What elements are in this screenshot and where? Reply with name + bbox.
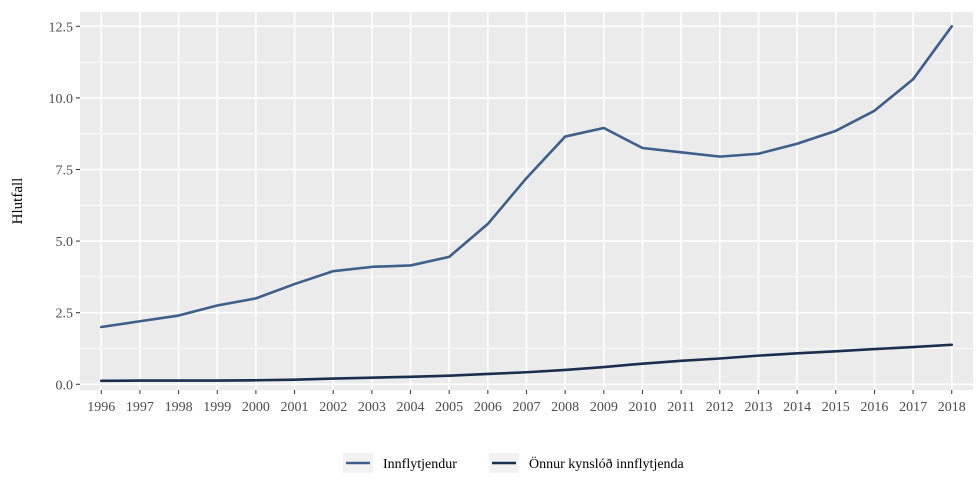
y-axis: 0.0 2.5 5.0 7.5 10.0 12.5 [49,20,80,393]
x-tick-label: 2006 [474,400,502,415]
x-tick-label: 1999 [203,400,231,415]
x-tick-label: 2003 [358,400,386,415]
series-line-1 [99,25,954,329]
x-tick-label: 2004 [397,400,425,415]
y-axis-title: Hlutfall [10,178,26,225]
series-lines [99,25,954,383]
series-line-2 [99,343,954,383]
x-tick-label: 2012 [706,400,734,415]
x-tick-label: 2009 [590,400,618,415]
y-tick-label: 0.0 [56,378,74,393]
y-tick-label: 2.5 [56,307,74,322]
x-tick-label: 2001 [281,400,309,415]
x-tick-label: 1996 [87,400,115,415]
x-tick-label: 2018 [938,400,966,415]
grid-major [80,12,973,390]
y-tick-label: 12.5 [49,20,74,35]
x-tick-label: 2002 [319,400,347,415]
x-tick-label: 2010 [628,400,656,415]
x-tick-label: 2000 [242,400,270,415]
x-tick-label: 2017 [899,400,927,415]
legend-label-1: Innflytjendur [383,457,457,472]
x-tick-label: 1997 [126,400,154,415]
legend: Innflytjendur Önnur kynslóð innflytjenda [343,453,685,473]
x-tick-label: 2013 [744,400,772,415]
x-tick-label: 1998 [165,400,193,415]
x-tick-label: 2011 [667,400,694,415]
x-tick-label: 2015 [822,400,850,415]
x-tick-label: 2005 [435,400,463,415]
y-tick-label: 10.0 [49,92,74,107]
y-tick-label: 5.0 [56,235,74,250]
legend-label-2: Önnur kynslóð innflytjenda [529,455,685,472]
x-axis: 1996 1997 1998 1999 2000 2001 2002 2003 2004 2005… [87,390,966,415]
x-tick-label: 2007 [513,400,541,415]
x-tick-label: 2016 [860,400,888,415]
x-tick-label: 2008 [551,400,579,415]
y-tick-label: 7.5 [56,164,74,179]
x-tick-label: 2014 [783,400,811,415]
